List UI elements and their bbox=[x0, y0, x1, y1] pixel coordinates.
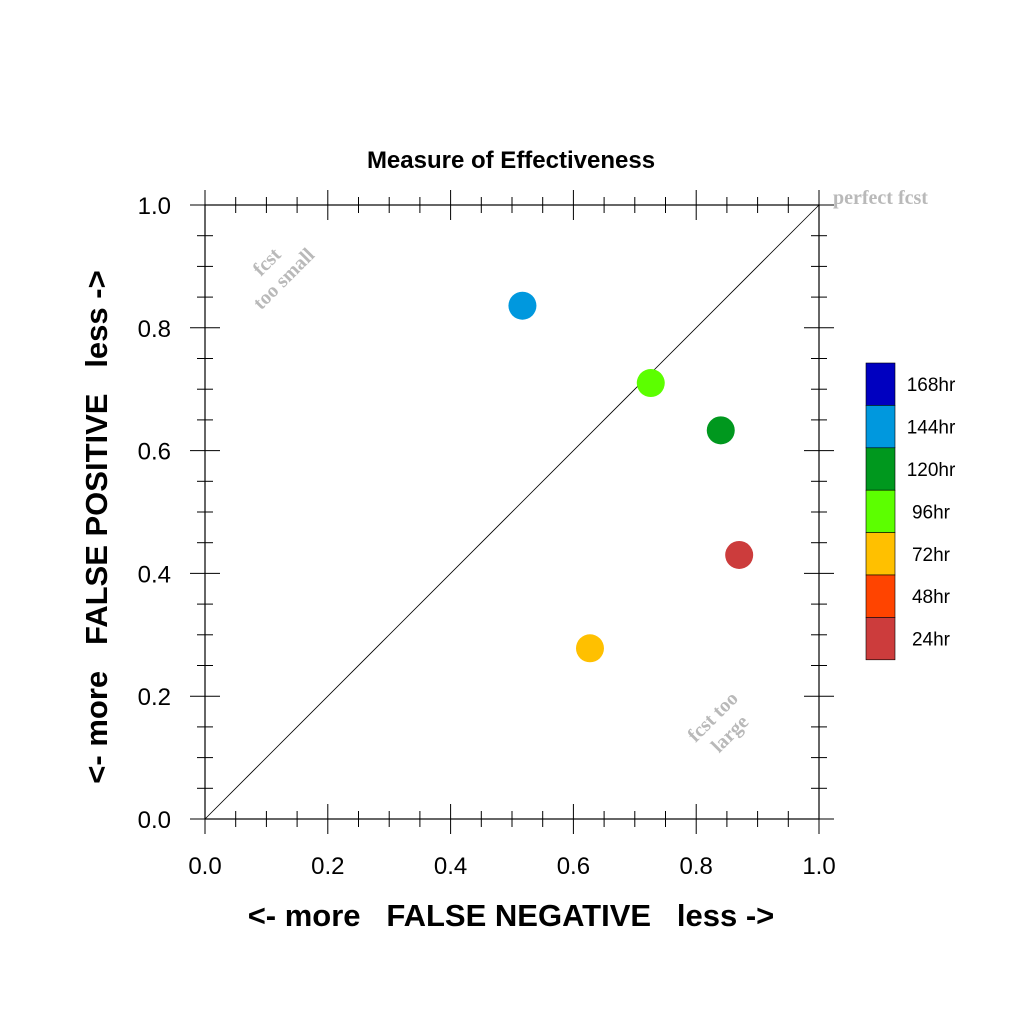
point-144hr bbox=[508, 291, 537, 320]
x-tick-label: 0.2 bbox=[311, 853, 344, 880]
x-tick-label: 1.0 bbox=[802, 853, 835, 880]
legend: 168hr 144hr 120hr 96hr 72hr 48hr 24hr bbox=[865, 362, 956, 661]
y-tick-label: 0.4 bbox=[138, 561, 171, 588]
x-axis-label: <- more FALSE NEGATIVE less -> bbox=[248, 898, 775, 933]
legend-swatch-48hr bbox=[865, 574, 896, 618]
x-tick-label: 0.4 bbox=[434, 853, 467, 880]
x-tick-label: 0.6 bbox=[557, 853, 590, 880]
y-axis-label: <- more FALSE POSITIVE less -> bbox=[79, 270, 114, 783]
legend-swatch-72hr bbox=[865, 532, 896, 576]
point-72hr bbox=[575, 634, 604, 663]
legend-label-168hr: 168hr bbox=[907, 375, 956, 396]
legend-label-120hr: 120hr bbox=[907, 460, 956, 481]
legend-swatch-96hr bbox=[865, 489, 896, 533]
chart-title: Measure of Effectiveness bbox=[367, 147, 655, 174]
tick-labels: 0.0 0.2 0.4 0.6 0.8 1.0 0.0 0.2 0.4 0.6 0.8 1.0 bbox=[138, 193, 836, 880]
x-tick-label: 0.0 bbox=[188, 853, 221, 880]
legend-label-96hr: 96hr bbox=[912, 502, 951, 523]
point-96hr bbox=[636, 369, 665, 398]
y-tick-label: 1.0 bbox=[138, 193, 171, 220]
legend-swatch-168hr bbox=[865, 362, 896, 406]
perfect-forecast-diagonal bbox=[204, 204, 820, 820]
point-24hr bbox=[725, 540, 754, 569]
x-tick-label: 0.8 bbox=[680, 853, 713, 880]
legend-swatch-144hr bbox=[865, 405, 896, 449]
legend-swatch-24hr bbox=[865, 617, 896, 661]
point-120hr bbox=[706, 416, 735, 445]
data-points bbox=[508, 291, 754, 663]
legend-label-48hr: 48hr bbox=[912, 587, 951, 608]
legend-label-144hr: 144hr bbox=[907, 418, 956, 439]
y-tick-label: 0.0 bbox=[138, 807, 171, 834]
axis-ticks bbox=[190, 190, 834, 834]
perfect-forecast-annotation: perfect fcst bbox=[833, 187, 928, 209]
y-tick-label: 0.6 bbox=[138, 439, 171, 466]
legend-label-24hr: 24hr bbox=[912, 630, 951, 651]
legend-label-72hr: 72hr bbox=[912, 545, 951, 566]
y-tick-label: 0.8 bbox=[138, 316, 171, 343]
legend-swatch-120hr bbox=[865, 447, 896, 491]
y-tick-label: 0.2 bbox=[138, 684, 171, 711]
